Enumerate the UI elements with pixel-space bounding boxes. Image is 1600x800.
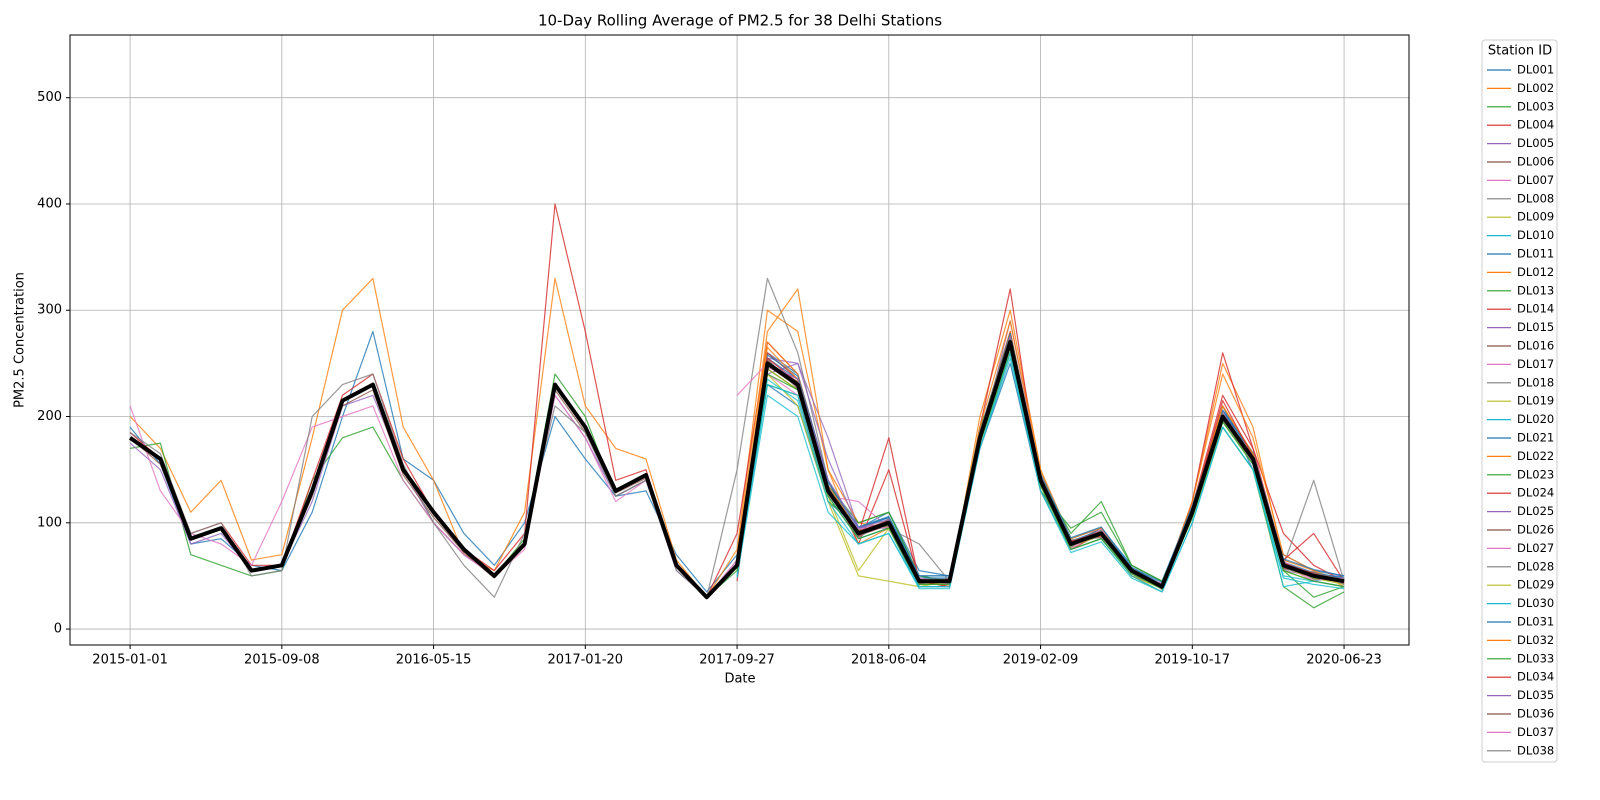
legend-label: DL010: [1517, 228, 1554, 242]
legend-label: DL030: [1517, 596, 1554, 610]
legend-label: DL009: [1517, 210, 1554, 224]
legend-label: DL002: [1517, 81, 1554, 95]
y-axis-label: PM2.5 Concentration: [13, 272, 28, 408]
x-tick-label: 2017-09-27: [699, 653, 775, 668]
legend-label: DL037: [1517, 725, 1554, 739]
legend-label: DL021: [1517, 431, 1554, 445]
x-tick-label: 2018-06-04: [851, 653, 927, 668]
legend-label: DL016: [1517, 339, 1554, 353]
x-tick-label: 2016-05-15: [396, 653, 472, 668]
legend-label: DL020: [1517, 412, 1554, 426]
y-tick-label: 400: [37, 196, 62, 211]
legend-title: Station ID: [1488, 44, 1552, 59]
x-tick-label: 2017-01-20: [548, 653, 624, 668]
legend-label: DL004: [1517, 118, 1554, 132]
legend-label: DL032: [1517, 633, 1554, 647]
legend-label: DL001: [1517, 63, 1554, 77]
legend-label: DL031: [1517, 615, 1554, 629]
legend-label: DL005: [1517, 136, 1554, 150]
chart-title: 10-Day Rolling Average of PM2.5 for 38 D…: [538, 12, 942, 30]
legend-label: DL008: [1517, 191, 1554, 205]
station-line: [736, 352, 1345, 593]
legend: Station ID DL001 DL002 DL003 DL004 DL005 DL00…: [1481, 39, 1558, 763]
legend-label: DL026: [1517, 523, 1554, 537]
legend-label: DL003: [1517, 99, 1554, 113]
x-tick-label: 2019-10-17: [1155, 653, 1231, 668]
y-tick-label: 300: [37, 303, 62, 318]
legend-label: DL036: [1517, 707, 1554, 721]
station-line: [129, 203, 1345, 598]
y-tick-label: 200: [37, 409, 62, 424]
legend-label: DL018: [1517, 375, 1554, 389]
plot-lines: [128, 203, 1345, 609]
legend-label: DL033: [1517, 651, 1554, 665]
legend-label: DL034: [1517, 670, 1554, 684]
mean-line: [128, 340, 1345, 600]
legend-label: DL015: [1517, 320, 1554, 334]
legend-label: DL017: [1517, 357, 1554, 371]
y-tick-label: 100: [37, 515, 62, 530]
legend-box: [1481, 39, 1558, 763]
legend-label: DL023: [1517, 467, 1554, 481]
x-tick-label: 2015-09-08: [244, 653, 320, 668]
legend-label: DL028: [1517, 559, 1554, 573]
legend-label: DL027: [1517, 541, 1554, 555]
legend-label: DL024: [1517, 486, 1554, 500]
legend-label: DL011: [1517, 247, 1554, 261]
station-line: [736, 346, 1345, 590]
x-tick-label: 2015-01-01: [92, 653, 168, 668]
x-tick-label: 2020-06-23: [1306, 653, 1382, 668]
grid: [66, 35, 1409, 649]
station-line: [736, 288, 1345, 588]
x-axis-label: Date: [724, 672, 755, 687]
x-tick-label: 2019-02-09: [1003, 653, 1079, 668]
legend-label: DL006: [1517, 155, 1554, 169]
legend-label: DL013: [1517, 283, 1554, 297]
y-tick-label: 0: [54, 622, 62, 637]
legend-label: DL012: [1517, 265, 1554, 279]
legend-label: DL007: [1517, 173, 1554, 187]
legend-label: DL019: [1517, 394, 1554, 408]
legend-label: DL014: [1517, 302, 1554, 316]
legend-label: DL038: [1517, 743, 1554, 757]
legend-label: DL025: [1517, 504, 1554, 518]
legend-label: DL022: [1517, 449, 1554, 463]
plot-frame: [69, 34, 1410, 646]
y-tick-label: 500: [37, 90, 62, 105]
legend-label: DL029: [1517, 578, 1554, 592]
legend-label: DL035: [1517, 688, 1554, 702]
